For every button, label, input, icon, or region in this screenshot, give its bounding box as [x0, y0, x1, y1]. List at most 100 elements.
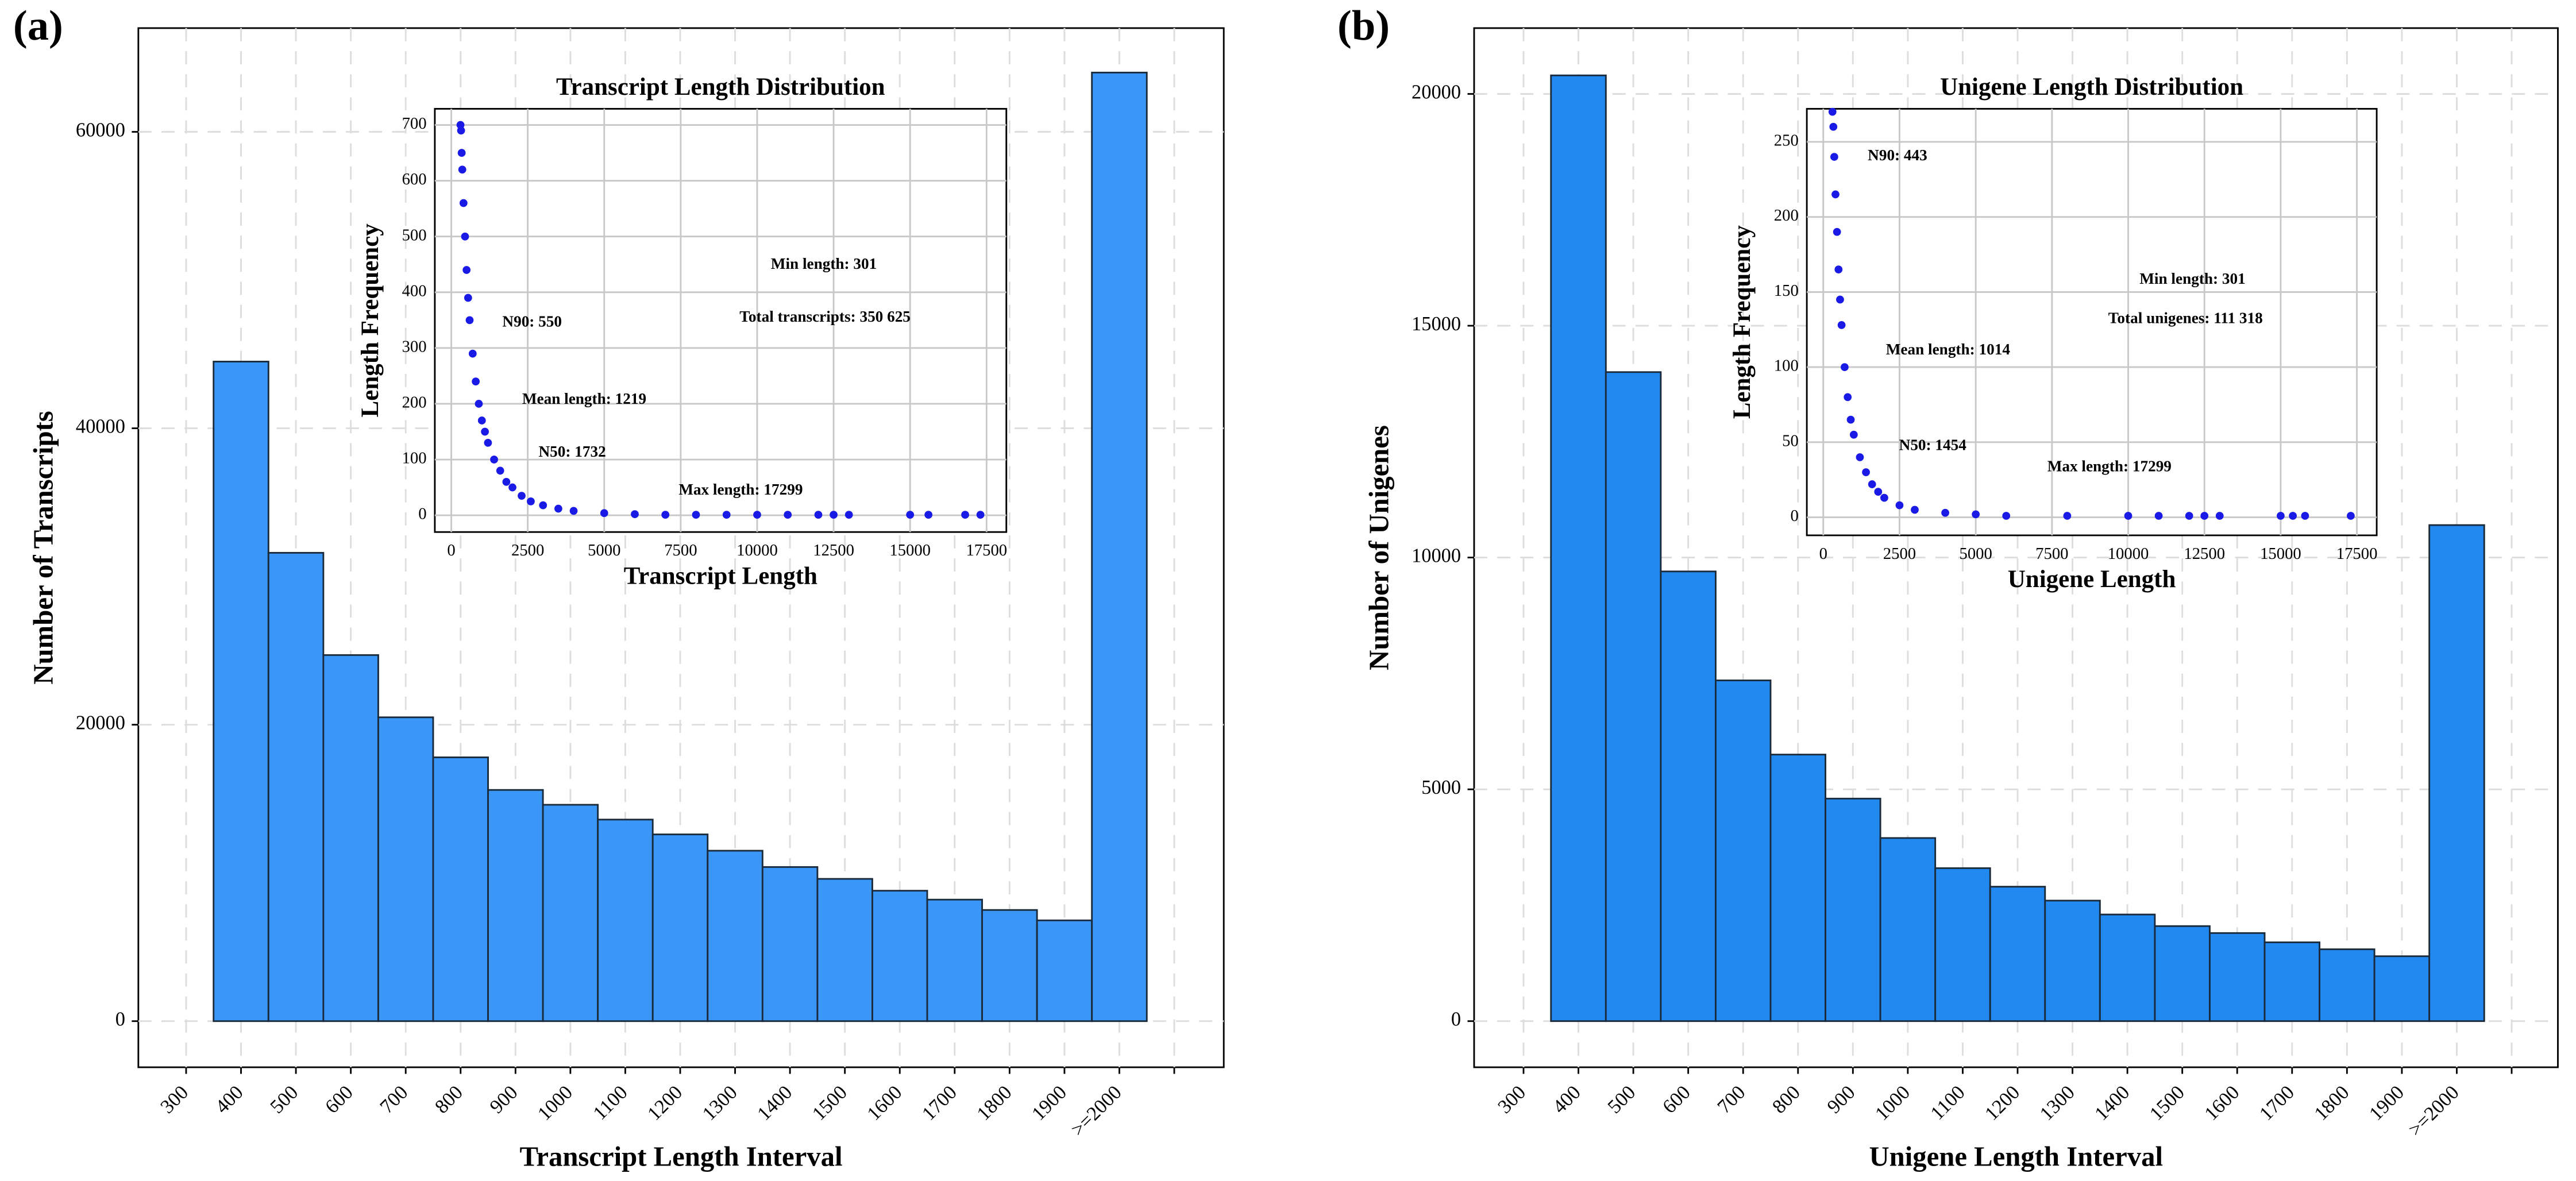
point	[518, 492, 526, 500]
bar	[981, 909, 1038, 1022]
point	[462, 266, 471, 274]
x-tick-label: 700	[376, 1082, 412, 1118]
x-tick-label: 400	[211, 1082, 247, 1118]
y-tick-label: 150	[1774, 281, 1799, 300]
y-tick-label: 0	[115, 1009, 125, 1031]
annotation: Mean length: 1219	[522, 390, 646, 407]
point	[631, 510, 639, 519]
panel-label: (a)	[13, 2, 63, 49]
point	[2289, 512, 2297, 520]
x-tick-label: 1100	[1926, 1082, 1969, 1125]
point	[924, 511, 933, 519]
y-tick-label: 0	[418, 505, 426, 523]
bar	[926, 898, 983, 1022]
y-tick-label: 100	[1774, 357, 1799, 375]
bar	[2154, 925, 2211, 1022]
inset-title: Transcript Length Distribution	[556, 74, 885, 101]
point	[464, 294, 472, 302]
x-tick-label: 300	[1494, 1082, 1530, 1118]
x-tick-label: 400	[1548, 1082, 1584, 1118]
x-tick-label: 600	[1659, 1082, 1695, 1118]
x-tick-label: 17500	[966, 541, 1007, 559]
annotation: N90: 550	[502, 312, 562, 330]
point	[502, 477, 511, 486]
annotation: Min length: 301	[2139, 270, 2245, 287]
annotation: Total unigenes: 111 318	[2108, 310, 2263, 327]
y-tick-label: 50	[1782, 431, 1799, 450]
bar	[542, 804, 599, 1022]
point	[722, 511, 731, 519]
y-tick-label: 60000	[76, 119, 125, 141]
y-tick-label: 200	[402, 393, 427, 412]
x-tick-label: >=2000	[1067, 1082, 1126, 1141]
bar	[651, 833, 709, 1022]
x-tick-label: 500	[266, 1082, 302, 1118]
annotation: Total transcripts: 350 625	[739, 308, 911, 325]
bar	[2044, 900, 2101, 1022]
x-tick-label: 1500	[808, 1082, 851, 1125]
point	[2200, 512, 2209, 520]
bar	[213, 361, 269, 1022]
bar	[322, 654, 379, 1022]
y-axis-label: Number of Unigenes	[1364, 425, 1395, 670]
point	[784, 511, 792, 519]
point	[496, 466, 504, 475]
bar	[2319, 948, 2376, 1022]
bar	[1934, 867, 1991, 1022]
x-tick-label: 10000	[736, 541, 778, 559]
point	[2002, 512, 2011, 520]
x-tick-label: 1500	[2145, 1082, 2189, 1125]
y-tick-label: 100	[402, 449, 427, 468]
y-tick-label: 250	[1774, 132, 1799, 150]
x-tick-label: 2500	[1883, 545, 1916, 563]
x-tick-label: 2500	[511, 541, 544, 559]
annotation: Min length: 301	[771, 255, 877, 272]
x-tick-label: 1600	[863, 1082, 907, 1125]
point	[1844, 393, 1852, 402]
point	[1829, 122, 1838, 131]
x-tick-label: 1600	[2200, 1082, 2244, 1125]
bar	[1091, 71, 1148, 1022]
point	[1856, 453, 1864, 461]
point	[1828, 107, 1837, 116]
y-tick-label: 500	[402, 226, 427, 244]
point	[2185, 512, 2193, 520]
annotation: Mean length: 1014	[1886, 341, 2011, 358]
inset-frame	[434, 107, 1008, 533]
x-tick-label: 1100	[589, 1082, 632, 1125]
x-tick-label: >=2000	[2404, 1082, 2463, 1141]
point	[830, 511, 838, 519]
bar	[2209, 932, 2266, 1022]
point	[1836, 295, 1844, 304]
bar	[2099, 913, 2156, 1022]
y-tick-label: 200	[1774, 206, 1799, 225]
point	[1831, 190, 1840, 199]
y-tick-label: 0	[1790, 507, 1798, 525]
point	[458, 165, 466, 174]
bar	[1660, 570, 1717, 1022]
bar	[432, 756, 489, 1022]
annotation: Max length: 17299	[2047, 458, 2172, 475]
point	[2301, 512, 2309, 520]
bar	[2263, 941, 2320, 1022]
x-tick-label: 1300	[2035, 1082, 2079, 1125]
x-tick-label: 5000	[1959, 545, 1992, 563]
x-tick-label: 1300	[698, 1082, 742, 1125]
point	[508, 483, 516, 492]
point	[457, 149, 466, 157]
point	[961, 511, 969, 519]
y-tick-label: 5000	[1421, 777, 1461, 798]
y-tick-label: 700	[402, 114, 427, 133]
bar	[1036, 919, 1093, 1022]
bar	[1769, 754, 1826, 1022]
point	[457, 126, 465, 135]
point	[661, 511, 670, 519]
bar	[816, 878, 873, 1022]
point	[1833, 227, 1841, 236]
point	[1941, 508, 1949, 517]
point	[527, 497, 535, 505]
bar	[2373, 955, 2431, 1022]
point	[906, 511, 915, 519]
bar	[377, 716, 434, 1022]
